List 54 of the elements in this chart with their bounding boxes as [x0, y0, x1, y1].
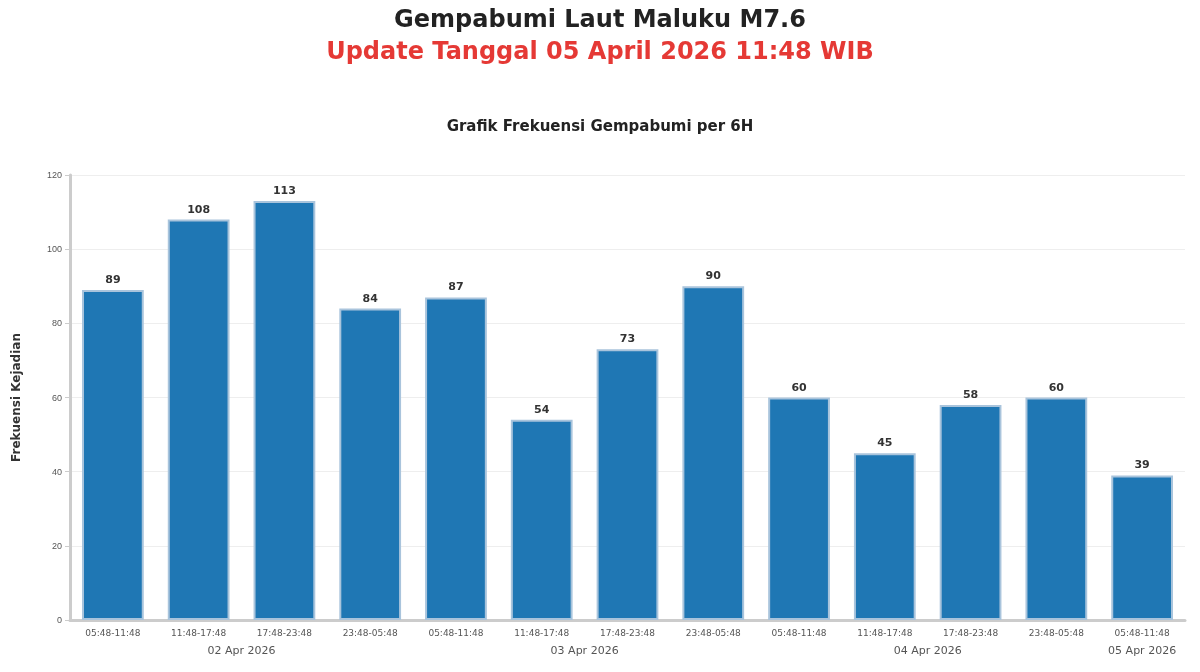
bar — [596, 349, 659, 620]
x-tick-label: 05:48-11:48 — [85, 627, 141, 638]
text: 05 Apr 2026 — [1108, 644, 1177, 657]
x-tick-label: 11:48-17:48 — [171, 627, 227, 638]
x-tick-label: 23:48-05:48 — [342, 627, 399, 638]
data-label: 73 — [619, 332, 636, 346]
data-label: 54 — [534, 402, 550, 416]
y-axis-title: Frekuensi Kejadian — [9, 333, 23, 462]
data-label: 39 — [1134, 458, 1150, 472]
data-label: 108 — [187, 202, 211, 216]
data-label: 113 — [272, 183, 296, 197]
x-tick-label: 05:48-11:48 — [771, 627, 827, 638]
bar — [82, 289, 144, 620]
bar — [425, 297, 487, 620]
data-label: 89 — [105, 272, 121, 286]
x-tick-label: 17:48-23:48 — [943, 627, 999, 638]
bar — [939, 404, 1002, 620]
y-tick-label: 0 — [56, 615, 62, 625]
x-tick-label: 05:48-11:48 — [1114, 627, 1170, 638]
text: 03 Apr 2026 — [550, 644, 619, 657]
text: 02 Apr 2026 — [207, 644, 276, 657]
chart-title: Gempabumi Laut Maluku M7.6 — [394, 5, 806, 33]
x-tick-label: 11:48-17:48 — [514, 627, 570, 638]
bar — [339, 308, 402, 620]
x-tick-label: 23:48-05:48 — [1028, 627, 1085, 638]
y-tick-label: 80 — [51, 318, 62, 329]
x-tick-label: 11:48-17:48 — [857, 627, 913, 638]
x-tick-label: 23:48-05:48 — [685, 627, 742, 638]
bar — [510, 419, 573, 620]
y-tick-label: 100 — [46, 244, 62, 255]
x-tick-label: 05:48-11:48 — [428, 627, 484, 638]
bar — [1025, 397, 1088, 620]
y-tick-label: 40 — [51, 466, 62, 477]
x-tick-label: 17:48-23:48 — [256, 627, 313, 638]
data-label: 84 — [362, 291, 379, 305]
text: Grafik Frekuensi Gempabumi per 6H — [446, 116, 754, 135]
bar — [682, 286, 745, 620]
bar — [167, 219, 230, 620]
data-label: 90 — [705, 269, 722, 283]
y-tick-label: 60 — [51, 392, 62, 403]
bar — [253, 200, 316, 620]
y-tick-label: 120 — [46, 170, 62, 180]
bar — [1111, 475, 1173, 620]
bar — [853, 453, 916, 620]
data-label: 87 — [448, 280, 464, 294]
chart-subtitle: Update Tanggal 05 April 2026 11:48 WIB — [326, 37, 874, 65]
data-label: 60 — [791, 380, 808, 394]
bar — [768, 397, 830, 620]
x-tick-label: 17:48-23:48 — [599, 627, 656, 638]
data-label: 45 — [877, 436, 893, 450]
data-label: 58 — [962, 387, 979, 401]
text: 04 Apr 2026 — [893, 644, 962, 657]
y-tick-label: 20 — [51, 540, 62, 551]
data-label: 60 — [1048, 380, 1065, 394]
